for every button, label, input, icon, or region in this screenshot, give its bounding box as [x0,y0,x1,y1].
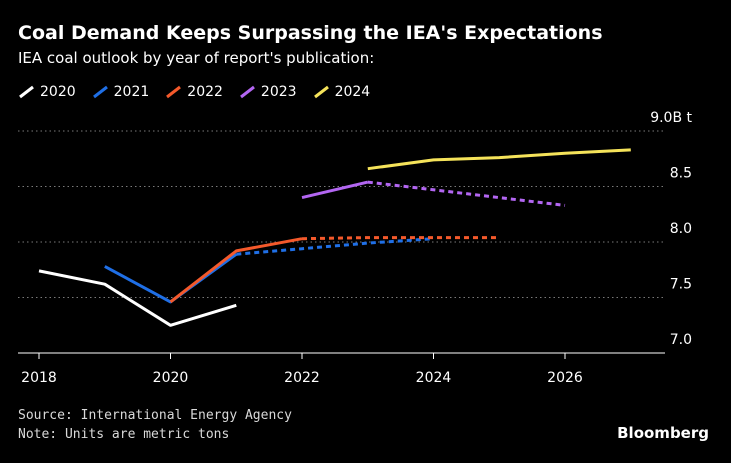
x-tick-label: 2026 [547,370,583,386]
legend-label: 2020 [40,84,76,100]
legend-label: 2024 [334,84,371,100]
legend-item-2021: 2021 [92,84,150,100]
series-2022-line [169,237,303,304]
legend-item-2023: 2023 [239,84,297,100]
legend-swatch [240,85,255,99]
legend-swatch [313,85,329,99]
legend-label: 2023 [260,84,297,100]
source-note: Source: International Energy Agency [18,408,292,423]
bloomberg-logo: Bloomberg [617,424,709,442]
legend-label: 2021 [113,84,150,100]
x-tick-label: 2020 [153,370,189,386]
legend-swatch [19,85,34,99]
legend-swatch [92,85,108,99]
chart-title: Coal Demand Keeps Surpassing the IEA's E… [18,22,603,44]
series-2020-line [38,269,237,327]
legend-item-2022: 2022 [165,84,223,100]
x-tick-label: 2024 [416,370,452,386]
legend-item-2024: 2024 [313,84,371,100]
chart-subtitle: IEA coal outlook by year of report's pub… [18,49,375,67]
legend-item-2020: 2020 [18,84,76,100]
chart-legend: 2020 2021 2022 2023 2024 [18,84,370,100]
legend-swatch [166,85,182,99]
legend-label: 2022 [187,84,223,100]
series-2021-forecast-line [236,237,434,256]
series-2021-line [104,252,238,304]
series-2023-forecast-line [367,180,566,207]
series-2023-line [301,180,369,200]
x-tick-label: 2018 [21,370,57,386]
series-2024-line [367,148,631,171]
series-2022-forecast-line [301,236,500,241]
x-tick-label: 2022 [284,370,320,386]
y-tick-label: 8.0 [670,221,692,237]
y-tick-label: 8.5 [670,166,692,182]
y-tick-label: 7.0 [670,332,692,348]
y-tick-label: 7.5 [670,277,692,293]
y-tick-label: 9.0B t [650,110,692,126]
units-note: Note: Units are metric tons [18,427,230,442]
